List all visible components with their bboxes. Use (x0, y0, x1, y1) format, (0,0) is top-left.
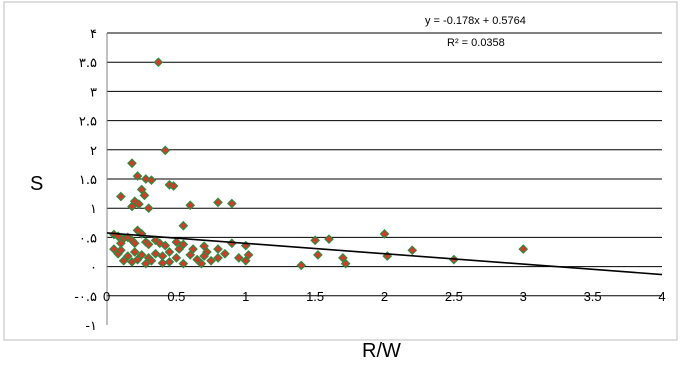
x-tick-label: 0.5 (167, 289, 185, 304)
data-point (220, 248, 230, 259)
data-point (143, 239, 154, 250)
data-point (116, 238, 126, 249)
data-point (233, 252, 244, 263)
data-point (164, 257, 175, 267)
data-point (139, 190, 150, 201)
y-tick-labels: ۴ ۳.۵ ۳ ۲.۵ ۲ ۱.۵ ۱ ۰.۵ ۰ -۰.۵ -۱ (74, 27, 97, 334)
r-squared-label: R² = 0.0358 (447, 37, 505, 49)
data-point (146, 175, 157, 186)
data-point (296, 260, 307, 271)
data-point (171, 252, 182, 263)
x-tick-label: 2.5 (445, 289, 463, 304)
y-tick-label: ۰ (90, 261, 97, 276)
y-axis-title: S (30, 173, 43, 195)
data-point (160, 145, 171, 156)
y-tick-label: -۱ (85, 319, 97, 334)
x-tick-label: 2 (381, 289, 388, 304)
y-tick-label: ۲ (90, 144, 97, 159)
x-tick-label: 4 (658, 289, 665, 304)
y-tick-label: ۴ (90, 27, 97, 42)
y-tick-label: ۱ (90, 202, 97, 217)
data-point (340, 258, 351, 269)
data-point (127, 158, 137, 169)
data-point (174, 244, 184, 254)
data-point (168, 181, 179, 191)
data-point (116, 245, 126, 256)
x-axis-title: R/W (362, 340, 401, 362)
data-point (185, 200, 196, 211)
y-tick-label: ۳ (90, 85, 97, 100)
y-tick-label: ۲.۵ (79, 115, 97, 130)
data-point (178, 258, 189, 269)
data-point (213, 197, 223, 208)
data-point (132, 254, 143, 265)
data-point (227, 198, 237, 209)
y-tick-label: ۳.۵ (79, 56, 97, 71)
data-point (116, 191, 126, 202)
x-tick-label: 1 (242, 289, 249, 304)
data-point (143, 203, 154, 214)
data-point (178, 220, 189, 231)
data-point (153, 57, 164, 68)
x-tick-label: 0 (103, 289, 110, 304)
data-point (185, 250, 196, 260)
data-point (518, 244, 529, 254)
y-tick-label: -۰.۵ (74, 290, 97, 305)
data-point (132, 171, 143, 181)
data-point (134, 199, 144, 209)
data-point (379, 229, 390, 239)
data-point (127, 201, 137, 212)
data-point (407, 245, 418, 256)
y-tick-label: ۱.۵ (79, 173, 97, 188)
chart-frame (3, 1, 678, 341)
data-point (213, 252, 223, 263)
data-point (243, 250, 254, 260)
data-point (118, 255, 129, 266)
data-point (164, 247, 175, 257)
data-point (196, 258, 207, 269)
trend-equation: y = -0.178x + 0.5764 (425, 15, 526, 27)
data-point (150, 248, 161, 259)
x-tick-labels: 0 0.5 1 1.5 2 2.5 3 3.5 4 (103, 289, 666, 304)
data-point (129, 247, 140, 257)
data-point (310, 235, 320, 246)
data-point (199, 251, 209, 261)
x-tick-label: 3.5 (584, 289, 602, 304)
data-point (313, 250, 323, 260)
data-point (171, 237, 182, 247)
data-point (160, 240, 171, 251)
y-tick-label: ۰.۵ (79, 231, 97, 246)
data-point (146, 255, 157, 266)
data-point (206, 255, 216, 266)
x-tick-label: 3 (520, 289, 527, 304)
trendline (106, 232, 663, 276)
x-tick-label: 1.5 (306, 289, 324, 304)
data-point (324, 234, 334, 245)
